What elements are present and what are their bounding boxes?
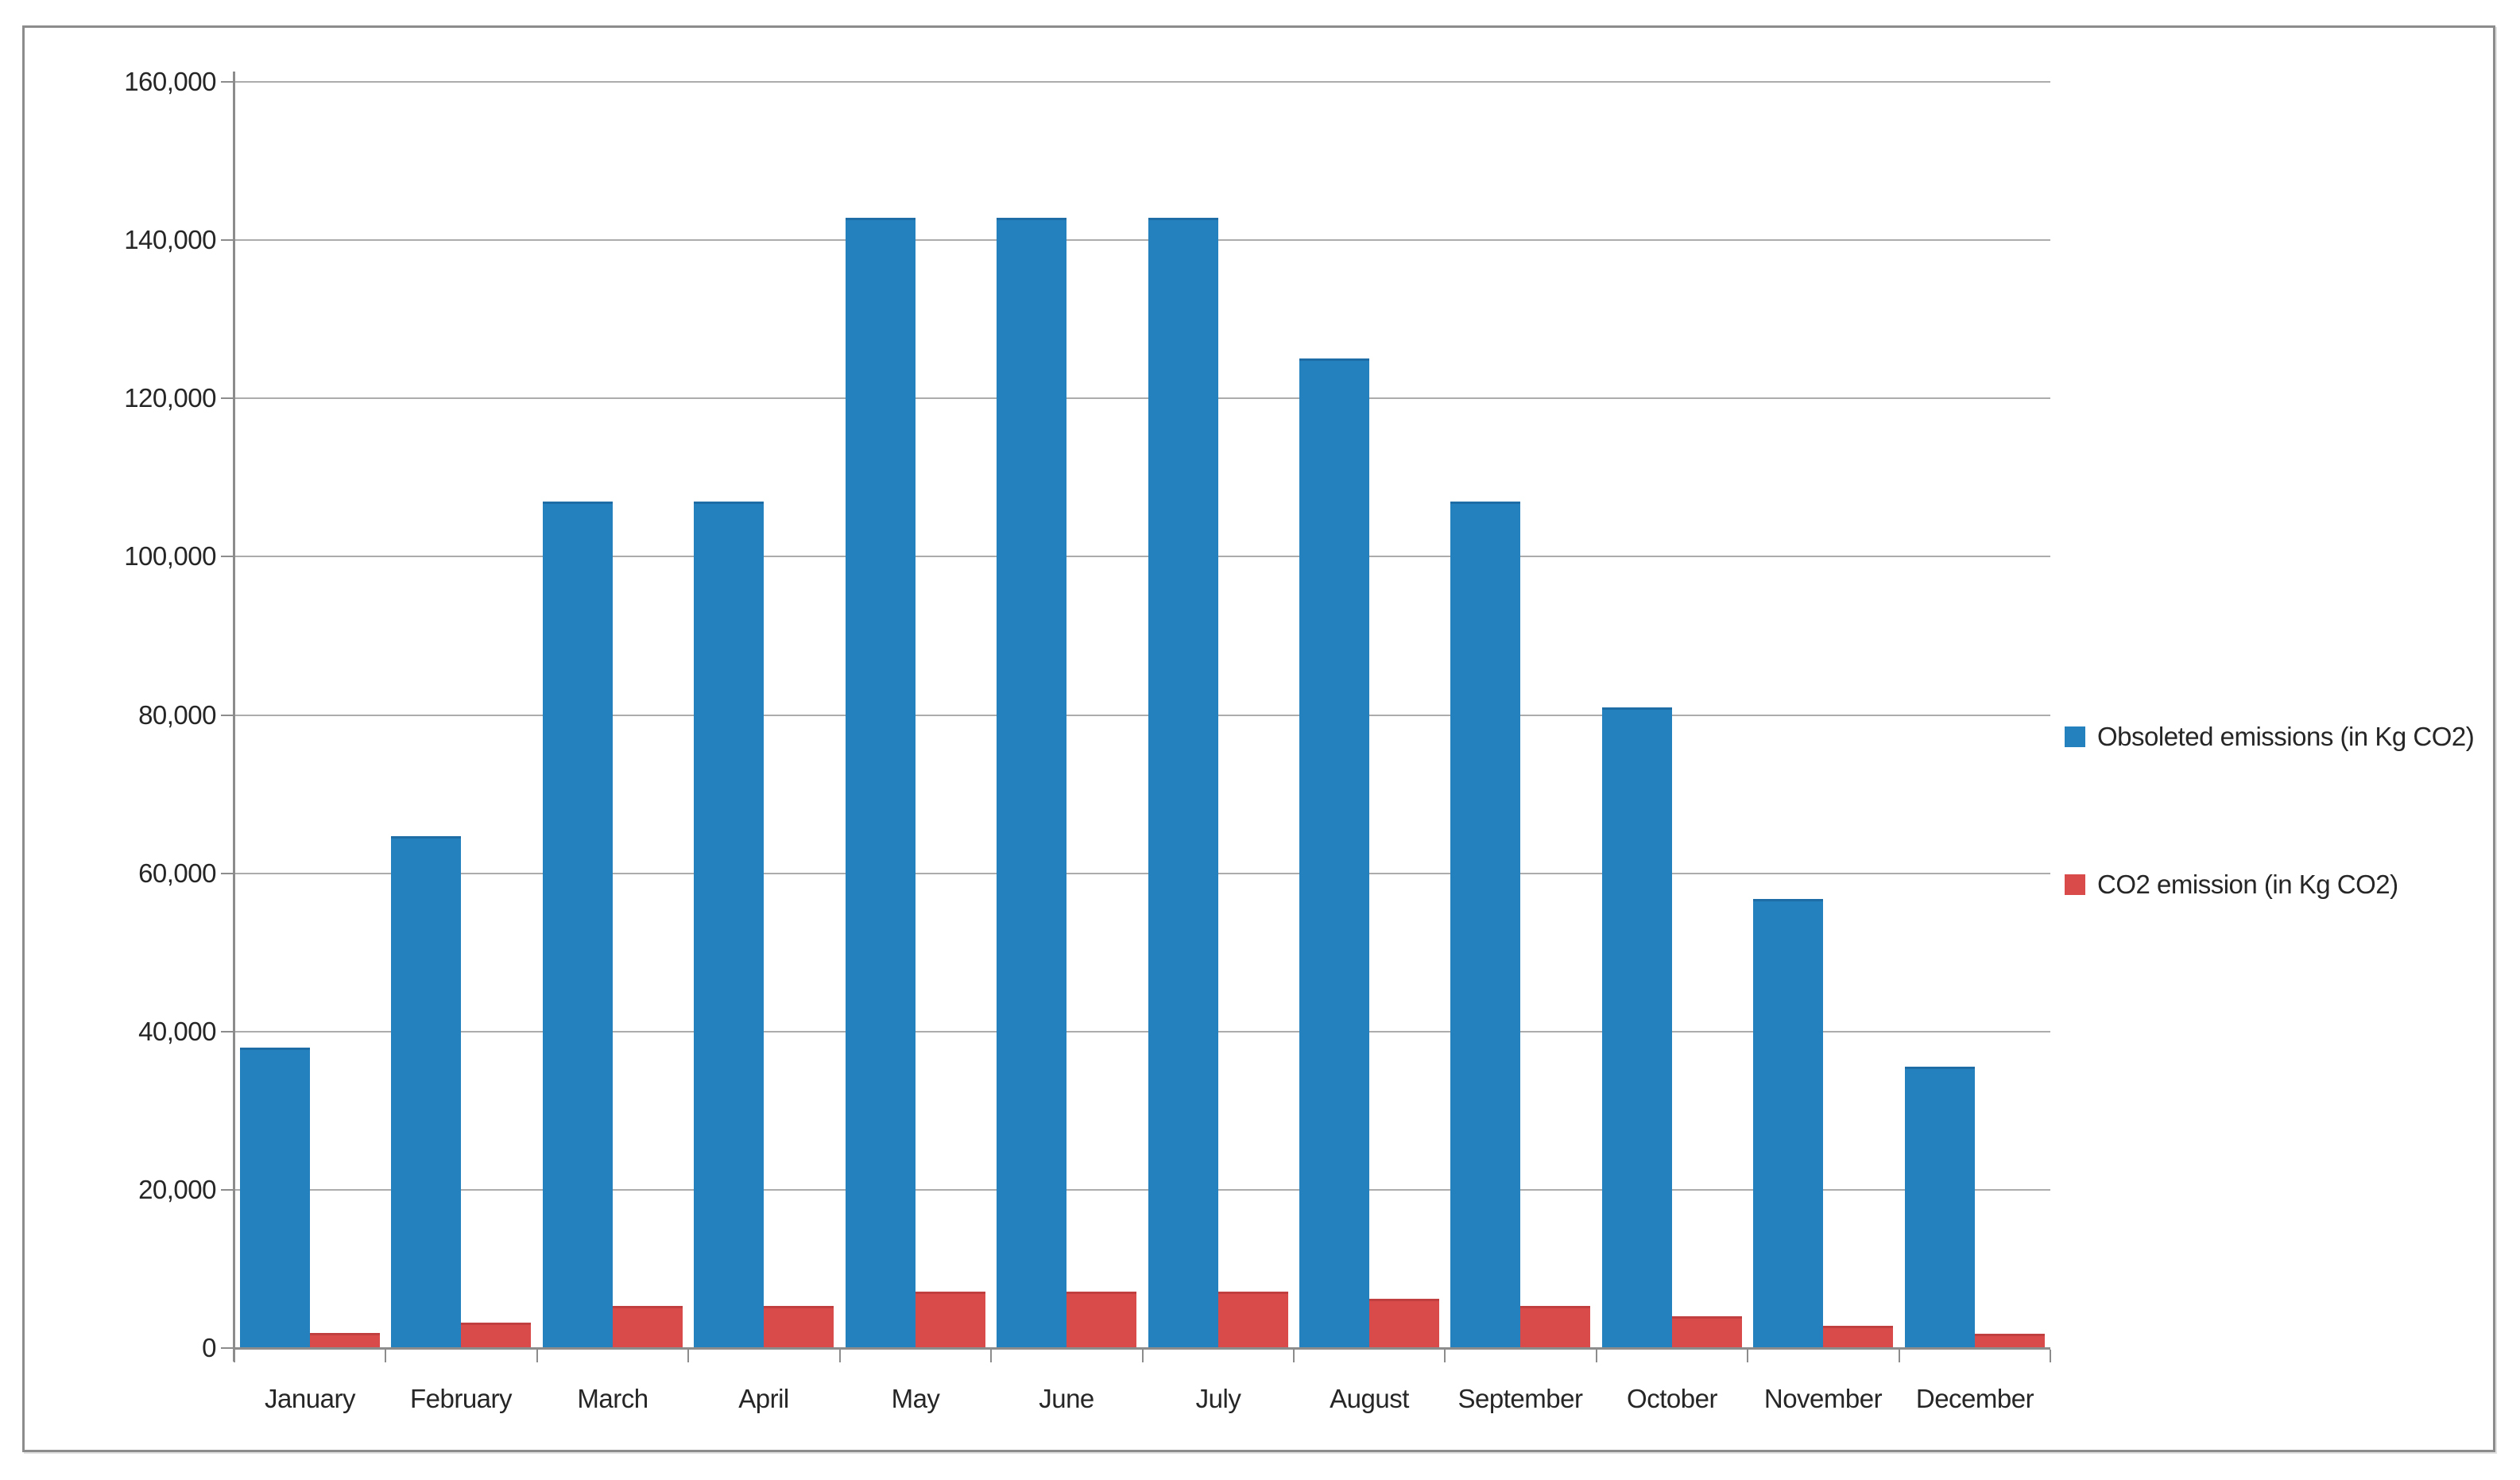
bar-obsoleted-january: [240, 1048, 310, 1348]
x-tick-label-february: February: [409, 1384, 513, 1413]
gridline-100000: [234, 556, 2050, 558]
y-tick-80000: [221, 714, 234, 716]
legend-item-obsoleted-emissions: Obsoleted emissions (in Kg CO2): [2065, 718, 2475, 756]
gridline-120000: [234, 397, 2050, 400]
x-axis-line: [234, 1347, 2050, 1350]
bar-co2-november: [1823, 1326, 1893, 1348]
bar-obsoleted-july: [1148, 218, 1218, 1348]
x-tick-label-march: March: [577, 1384, 648, 1413]
y-tick-label-40000: 40,000: [138, 1016, 216, 1046]
y-tick-label-120000: 120,000: [124, 383, 216, 413]
x-tick-label-july: July: [1195, 1384, 1241, 1413]
legend-item-co2-emission: CO2 emission (in Kg CO2): [2065, 866, 2398, 904]
x-tick-label-october: October: [1627, 1384, 1717, 1413]
bar-obsoleted-september: [1450, 502, 1520, 1348]
gridline-60000: [234, 872, 2050, 874]
gridline-140000: [234, 239, 2050, 242]
x-tick-label-june: June: [1039, 1384, 1094, 1413]
x-tick-3: [687, 1350, 689, 1362]
x-tick-label-december: December: [1915, 1384, 2034, 1413]
bar-obsoleted-august: [1299, 358, 1369, 1348]
bar-co2-june: [1066, 1292, 1136, 1348]
gridline-40000: [234, 1030, 2050, 1033]
y-tick-60000: [221, 872, 234, 874]
bar-co2-october: [1672, 1316, 1742, 1348]
x-tick-0: [234, 1350, 235, 1362]
y-tick-label-0: 0: [202, 1333, 216, 1362]
bar-co2-april: [764, 1306, 834, 1348]
x-tick-7: [1293, 1350, 1295, 1362]
y-tick-120000: [221, 397, 234, 400]
gridline-160000: [234, 81, 2050, 83]
bar-co2-march: [613, 1306, 683, 1348]
x-tick-label-april: April: [738, 1384, 789, 1413]
bar-co2-december: [1975, 1334, 2045, 1348]
bar-co2-february: [461, 1323, 531, 1348]
legend-label: CO2 emission (in Kg CO2): [2097, 870, 2398, 899]
y-tick-label-140000: 140,000: [124, 225, 216, 255]
bar-obsoleted-march: [543, 502, 613, 1348]
gridline-20000: [234, 1188, 2050, 1191]
bar-obsoleted-april: [694, 502, 764, 1348]
x-tick-label-september: September: [1457, 1384, 1583, 1413]
x-tick-4: [839, 1350, 841, 1362]
x-tick-10: [1747, 1350, 1748, 1362]
bar-obsoleted-may: [846, 218, 915, 1348]
y-tick-160000: [221, 81, 234, 83]
co2-emission-swatch-icon: [2065, 874, 2085, 895]
x-tick-8: [1444, 1350, 1446, 1362]
x-tick-label-august: August: [1330, 1384, 1409, 1413]
legend-label: Obsoleted emissions (in Kg CO2): [2097, 722, 2475, 751]
bar-obsoleted-december: [1905, 1067, 1975, 1348]
x-tick-2: [536, 1350, 538, 1362]
x-tick-12: [2050, 1350, 2051, 1362]
y-tick-label-60000: 60,000: [138, 858, 216, 888]
x-tick-9: [1596, 1350, 1597, 1362]
bar-obsoleted-november: [1753, 899, 1823, 1348]
x-tick-5: [990, 1350, 992, 1362]
x-tick-6: [1142, 1350, 1144, 1362]
y-tick-140000: [221, 239, 234, 242]
bar-co2-august: [1369, 1299, 1439, 1348]
y-tick-label-160000: 160,000: [124, 67, 216, 96]
bar-co2-july: [1218, 1292, 1288, 1348]
x-tick-11: [1899, 1350, 1900, 1362]
x-tick-1: [385, 1350, 386, 1362]
bar-co2-may: [915, 1292, 985, 1348]
y-tick-40000: [221, 1030, 234, 1033]
y-tick-20000: [221, 1188, 234, 1191]
gridline-80000: [234, 714, 2050, 716]
bar-obsoleted-june: [997, 218, 1066, 1348]
bar-obsoleted-february: [391, 836, 461, 1348]
x-tick-label-may: May: [891, 1384, 940, 1413]
x-tick-label-january: January: [265, 1384, 355, 1413]
bar-obsoleted-october: [1602, 707, 1672, 1348]
bar-co2-january: [310, 1333, 380, 1348]
y-tick-label-100000: 100,000: [124, 541, 216, 571]
y-tick-100000: [221, 556, 234, 558]
x-tick-label-november: November: [1763, 1384, 1883, 1413]
y-tick-0: [221, 1347, 234, 1349]
y-tick-label-80000: 80,000: [138, 699, 216, 730]
y-tick-label-20000: 20,000: [138, 1174, 216, 1204]
y-axis-line: [233, 72, 235, 1362]
bar-co2-september: [1520, 1306, 1590, 1348]
obsoleted-emissions-swatch-icon: [2065, 726, 2085, 747]
